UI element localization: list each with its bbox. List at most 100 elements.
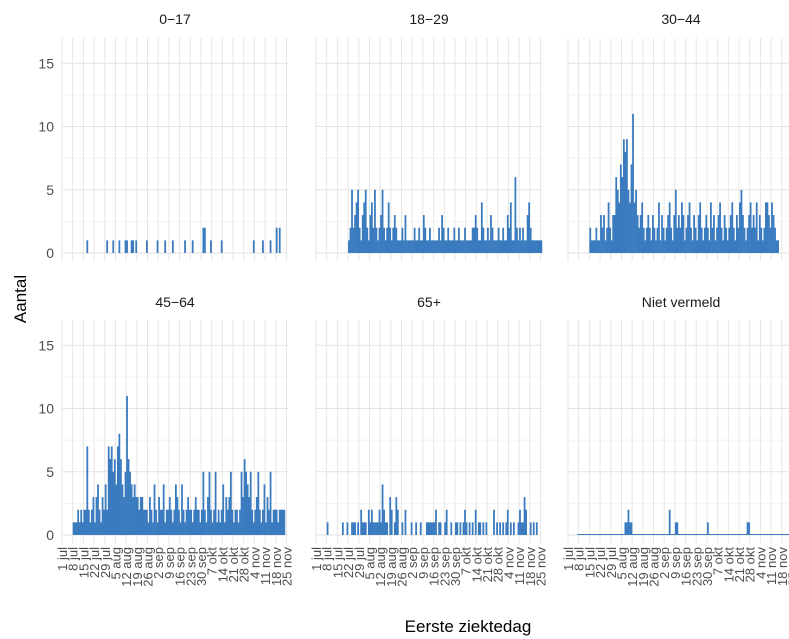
- bar: [474, 215, 477, 253]
- bar: [425, 522, 428, 535]
- bar: [277, 522, 280, 535]
- bar: [403, 240, 405, 253]
- bar: [662, 227, 665, 253]
- bar: [517, 240, 520, 253]
- bar: [364, 522, 367, 535]
- bar: [694, 227, 697, 253]
- bar: [358, 227, 361, 253]
- bar: [150, 509, 153, 535]
- bar: [370, 202, 373, 253]
- bar: [326, 522, 329, 535]
- bar: [249, 471, 252, 535]
- bar: [369, 215, 372, 253]
- bar: [743, 227, 746, 253]
- bar: [751, 227, 754, 253]
- bar: [213, 509, 215, 535]
- bar: [479, 240, 482, 253]
- bar: [233, 522, 235, 535]
- bar: [138, 509, 141, 535]
- bar: [430, 240, 433, 253]
- bar: [502, 227, 505, 253]
- bar: [629, 202, 631, 253]
- bar: [349, 227, 352, 253]
- bar: [616, 189, 619, 253]
- bar: [202, 227, 205, 253]
- bar: [406, 240, 408, 253]
- bar: [162, 484, 165, 535]
- x-tick-label: 12 aug: [119, 547, 134, 587]
- bar: [272, 509, 275, 535]
- bar: [173, 509, 176, 535]
- bar: [384, 522, 387, 535]
- bar: [538, 240, 541, 253]
- bar: [240, 471, 243, 535]
- bar: [75, 522, 78, 535]
- x-tick-label: 28 okt: [491, 547, 506, 583]
- bar: [208, 471, 211, 535]
- bar: [740, 189, 743, 253]
- bar: [210, 240, 212, 253]
- bar: [626, 522, 628, 535]
- bar: [265, 522, 267, 535]
- bar: [268, 509, 270, 535]
- bar: [439, 522, 442, 535]
- bar: [529, 522, 532, 535]
- bar: [354, 215, 356, 253]
- bar: [700, 227, 703, 253]
- bar: [234, 509, 237, 535]
- bar: [72, 522, 75, 535]
- bar: [772, 215, 775, 253]
- x-tick-label: 26 aug: [395, 547, 410, 587]
- bar: [112, 240, 115, 253]
- y-tick-label: 5: [46, 464, 54, 480]
- bar: [713, 215, 715, 253]
- bar: [396, 240, 399, 253]
- x-tick-label: 12 aug: [373, 547, 388, 587]
- bar: [435, 240, 437, 253]
- bar: [136, 497, 139, 535]
- bar: [499, 240, 502, 253]
- bar: [467, 240, 469, 253]
- bar: [514, 177, 517, 253]
- bar: [263, 484, 266, 535]
- bar: [254, 509, 257, 535]
- bar: [598, 240, 601, 253]
- x-tick-label: 22 jul: [593, 547, 608, 578]
- bar: [184, 240, 186, 253]
- bar: [622, 139, 625, 253]
- bar: [399, 240, 402, 253]
- bar: [278, 227, 281, 253]
- bar: [366, 227, 369, 253]
- bar: [659, 240, 662, 253]
- bar: [100, 522, 102, 535]
- bar: [361, 522, 364, 535]
- y-tick-label: 10: [38, 401, 54, 417]
- bar: [618, 202, 621, 253]
- x-tick-label: 8 jul: [66, 547, 81, 571]
- bar: [278, 509, 281, 535]
- bar: [494, 240, 497, 253]
- bar: [409, 240, 411, 253]
- bar: [386, 227, 389, 253]
- bar: [130, 240, 133, 253]
- bar: [84, 509, 87, 535]
- bar: [629, 522, 631, 535]
- y-tick-label: 10: [38, 119, 54, 135]
- bar: [471, 522, 474, 535]
- bar: [462, 240, 465, 253]
- bar: [372, 522, 375, 535]
- bar: [280, 509, 283, 535]
- x-tick-label: 15 jul: [330, 547, 345, 578]
- bar: [470, 240, 473, 253]
- bar: [671, 240, 674, 253]
- bar: [520, 240, 523, 253]
- bar: [734, 240, 737, 253]
- x-tick-label: 1 jul: [309, 547, 324, 571]
- bar: [223, 522, 226, 535]
- bar: [454, 240, 457, 253]
- bar: [427, 522, 430, 535]
- bar: [731, 202, 734, 253]
- bar: [732, 227, 735, 253]
- bar: [485, 240, 488, 253]
